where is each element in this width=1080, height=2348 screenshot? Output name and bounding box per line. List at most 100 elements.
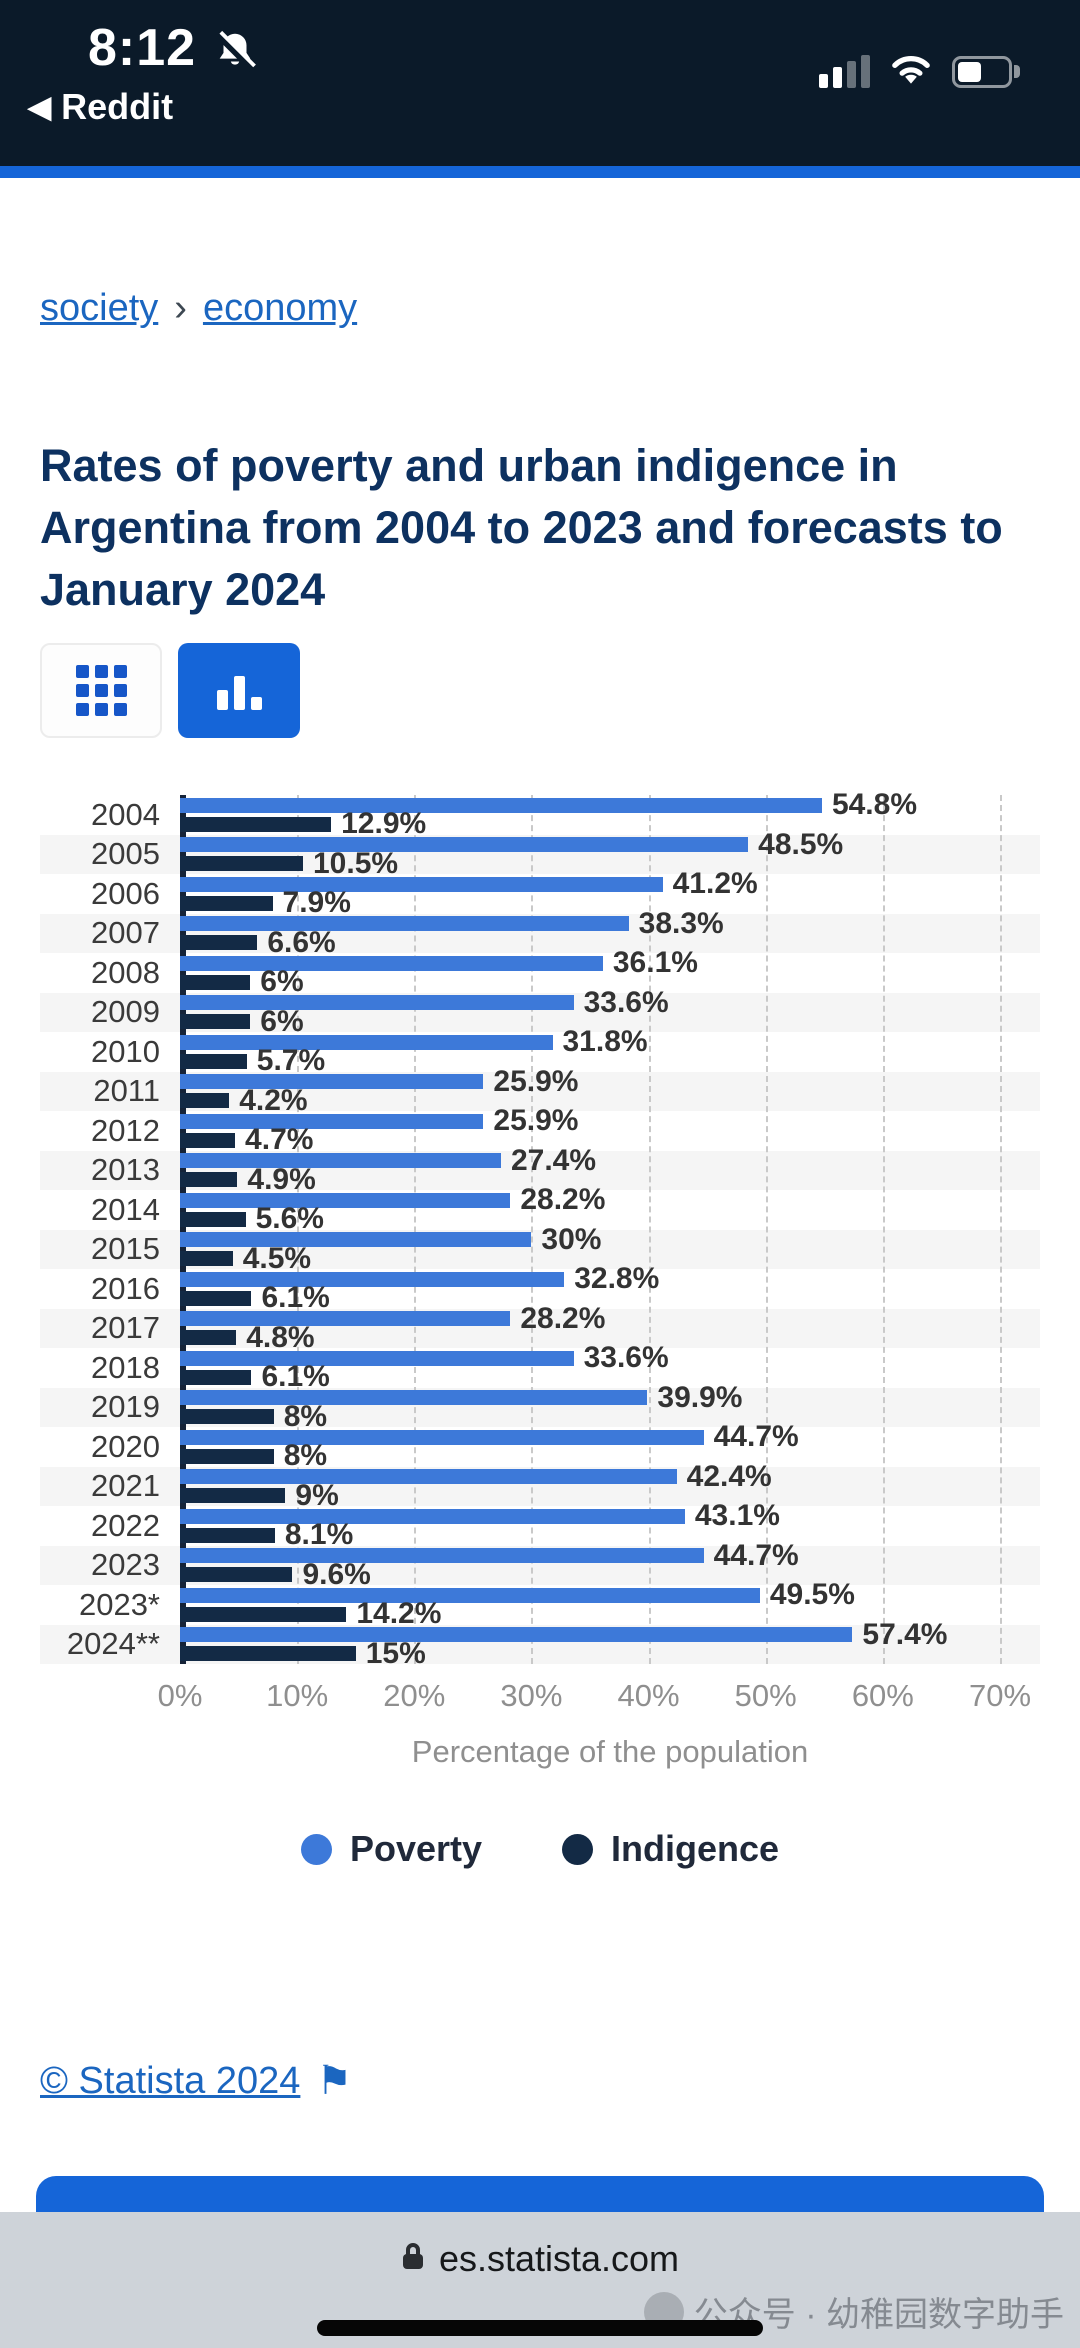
back-arrow-icon: ◀ — [28, 90, 52, 124]
home-indicator[interactable] — [317, 2320, 763, 2336]
y-axis-label: 2020 — [91, 1428, 160, 1464]
breadcrumb-link-economy[interactable]: economy — [202, 287, 358, 329]
battery-icon — [952, 55, 1020, 88]
wifi-icon — [888, 52, 934, 91]
lock-icon — [401, 2238, 425, 2280]
legend-label: Indigence — [611, 1828, 780, 1869]
poverty-bar: 32.8% — [180, 1262, 659, 1295]
chart-row: 2019 39.9% 8% — [40, 1381, 1040, 1433]
legend-dot — [300, 1833, 332, 1865]
indigence-bar: 8.1% — [180, 1518, 353, 1551]
chart-view-button[interactable] — [178, 643, 300, 738]
table-view-button[interactable] — [40, 643, 162, 738]
bar-value-label: 54.8% — [831, 788, 918, 822]
bar-value-label: 48.5% — [758, 827, 844, 861]
statista-copyright-link[interactable]: © Statista 2024 — [40, 2059, 301, 2102]
legend-item-indigence[interactable]: Indigence — [562, 1828, 779, 1870]
bar-group: 28.2% 5.6% — [180, 1183, 1000, 1235]
bar-value-label: 27.4% — [510, 1143, 597, 1177]
bar-group: 44.7% 9.6% — [180, 1539, 1000, 1591]
bar-value-label: 44.7% — [713, 1538, 799, 1572]
chart-row: 2023* 49.5% 14.2% — [40, 1578, 1040, 1630]
bar-group: 43.1% 8.1% — [180, 1499, 1000, 1551]
indigence-bar: 8% — [180, 1439, 327, 1472]
indigence-bar: 4.7% — [180, 1123, 313, 1156]
bar-group: 39.9% 8% — [180, 1381, 1000, 1433]
legend-item-poverty[interactable]: Poverty — [300, 1828, 482, 1870]
poverty-bar: 48.5% — [180, 828, 843, 861]
cellular-signal-icon — [819, 55, 870, 88]
indigence-bar: 8% — [180, 1400, 327, 1433]
flag-icon[interactable]: ⚑ — [316, 2059, 353, 2103]
poverty-bar: 33.6% — [180, 1341, 669, 1374]
bar-value-label: 4.5% — [242, 1241, 312, 1275]
chart-row: 2024** 57.4% 15% — [40, 1618, 1040, 1670]
chart-row: 2021 42.4% 9% — [40, 1460, 1040, 1512]
bar-value-label: 39.9% — [657, 1380, 743, 1414]
back-to-app-button[interactable]: ◀ Reddit — [28, 86, 173, 128]
chart: 2004 54.8% 12.9% 2005 48.5% 10.5% 2006 41.2% 7.9… — [40, 788, 1040, 1870]
y-axis-label: 2006 — [91, 875, 160, 911]
bar-value-label: 28.2% — [520, 1301, 606, 1335]
bar-value-label: 57.4% — [862, 1617, 948, 1651]
bar-value-label: 33.6% — [583, 1341, 669, 1375]
bar-value-label: 8% — [283, 1399, 328, 1433]
y-axis-label: 2019 — [91, 1389, 160, 1425]
chart-row: 2008 36.1% 6% — [40, 946, 1040, 998]
chart-row: 2014 28.2% 5.6% — [40, 1183, 1040, 1235]
bar-value-label: 12.9% — [341, 807, 427, 841]
chart-row: 2013 27.4% 4.9% — [40, 1144, 1040, 1196]
poverty-bar: 39.9% — [180, 1381, 742, 1414]
chart-row: 2015 30% 4.5% — [40, 1223, 1040, 1275]
x-tick-label: 30% — [500, 1678, 563, 1713]
indigence-bar: 6% — [180, 1005, 304, 1038]
poverty-bar: 44.7% — [180, 1420, 799, 1453]
indigence-bar: 6.6% — [180, 926, 336, 959]
chart-row: 2018 33.6% 6.1% — [40, 1341, 1040, 1393]
bar-value-label: 49.5% — [769, 1578, 855, 1612]
x-axis-title: Percentage of the population — [411, 1734, 809, 1769]
y-axis-label: 2024** — [66, 1626, 160, 1662]
address-bar[interactable]: es.statista.com — [0, 2238, 1080, 2280]
bar-value-label: 8.1% — [284, 1518, 354, 1552]
y-axis-label: 2023 — [91, 1547, 160, 1583]
breadcrumb-link-society[interactable]: society — [40, 287, 159, 329]
bell-slash-icon — [212, 28, 258, 79]
bar-value-label: 44.7% — [713, 1420, 799, 1454]
bar-group: 49.5% 14.2% — [180, 1578, 1000, 1630]
chart-row: 2016 32.8% 6.1% — [40, 1262, 1040, 1314]
poverty-bar: 33.6% — [180, 986, 669, 1019]
chart-row: 2006 41.2% 7.9% — [40, 867, 1040, 919]
bar-group: 57.4% 15% — [180, 1618, 1000, 1670]
y-axis-label: 2009 — [91, 994, 160, 1030]
bar-group: 25.9% 4.2% — [180, 1065, 1000, 1117]
bar-value-label: 32.8% — [574, 1262, 660, 1296]
bar-value-label: 25.9% — [493, 1064, 579, 1098]
indigence-bar: 7.9% — [180, 886, 351, 919]
bar-value-label: 33.6% — [583, 985, 669, 1019]
y-axis-label: 2011 — [93, 1073, 160, 1109]
chart-row: 2010 31.8% 5.7% — [40, 1025, 1040, 1077]
chart-row: 2012 25.9% 4.7% — [40, 1104, 1040, 1156]
y-axis-label: 2021 — [91, 1468, 160, 1504]
view-toggle — [40, 643, 300, 738]
poverty-bar: 28.2% — [180, 1183, 605, 1216]
indigence-bar: 6.1% — [180, 1281, 330, 1314]
x-tick-label: 40% — [617, 1678, 680, 1713]
y-axis-label: 2022 — [91, 1507, 160, 1543]
bar-value-label: 9.6% — [302, 1557, 371, 1591]
poverty-bar: 38.3% — [180, 907, 724, 940]
bar-group: 54.8% 12.9% — [180, 788, 1000, 840]
poverty-bar: 30% — [180, 1223, 601, 1256]
indigence-bar: 5.6% — [180, 1202, 324, 1235]
y-axis-label: 2014 — [91, 1191, 160, 1227]
bar-group: 41.2% 7.9% — [180, 867, 1000, 919]
back-app-label: Reddit — [61, 86, 174, 127]
chart-row: 2020 44.7% 8% — [40, 1420, 1040, 1472]
x-tick-label: 0% — [157, 1678, 203, 1713]
y-axis-label: 2018 — [91, 1349, 160, 1385]
bar-value-label: 14.2% — [356, 1597, 442, 1631]
bar-value-label: 30% — [541, 1222, 602, 1256]
bar-group: 27.4% 4.9% — [180, 1144, 1000, 1196]
